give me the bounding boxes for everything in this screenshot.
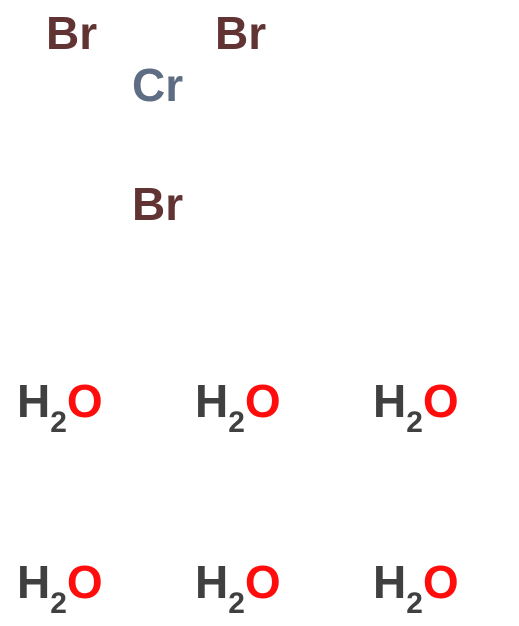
water-h-pre: H xyxy=(17,556,50,608)
water-o: O xyxy=(245,556,281,608)
water-h-pre: H xyxy=(17,375,50,427)
h2o-r1c2: H2O xyxy=(195,374,281,435)
water-sub: 2 xyxy=(50,587,67,620)
atom-br-bottom: Br xyxy=(132,177,183,231)
water-sub: 2 xyxy=(50,406,67,439)
water-o: O xyxy=(67,375,103,427)
atom-cr: Cr xyxy=(132,58,183,112)
water-h-pre: H xyxy=(373,375,406,427)
water-o: O xyxy=(67,556,103,608)
water-h-pre: H xyxy=(373,556,406,608)
h2o-r2c1: H2O xyxy=(17,555,103,616)
water-o: O xyxy=(245,375,281,427)
water-h-pre: H xyxy=(195,556,228,608)
h2o-r1c3: H2O xyxy=(373,374,459,435)
atom-br-top-right: Br xyxy=(215,6,266,60)
water-sub: 2 xyxy=(406,587,423,620)
h2o-r1c1: H2O xyxy=(17,374,103,435)
water-o: O xyxy=(423,375,459,427)
water-o: O xyxy=(423,556,459,608)
atom-br-top-left: Br xyxy=(46,6,97,60)
water-h-pre: H xyxy=(195,375,228,427)
molecule-canvas: Br Br Cr Br H2O H2O H2O H2O H2O H2O xyxy=(0,0,519,626)
h2o-r2c3: H2O xyxy=(373,555,459,616)
water-sub: 2 xyxy=(228,406,245,439)
h2o-r2c2: H2O xyxy=(195,555,281,616)
water-sub: 2 xyxy=(406,406,423,439)
water-sub: 2 xyxy=(228,587,245,620)
